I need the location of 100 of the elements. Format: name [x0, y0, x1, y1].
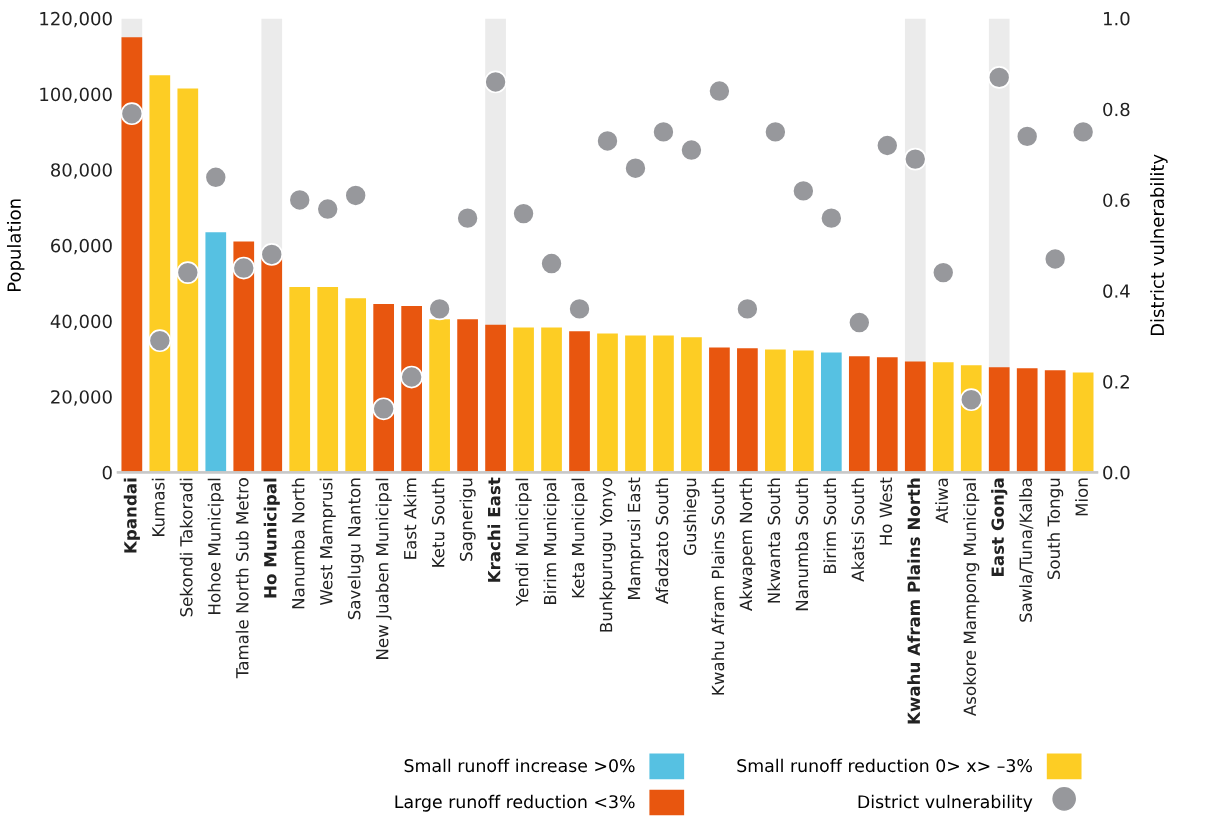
point — [568, 297, 591, 321]
x-tick-label: Afadzato South — [655, 478, 669, 604]
x-tick-label: Yendi Municipal — [515, 478, 532, 606]
bar — [569, 331, 590, 473]
y-tick-label: 20,000 — [51, 390, 112, 406]
bar — [737, 348, 758, 473]
point — [540, 252, 563, 275]
bar — [345, 298, 367, 473]
x-tick-label: Hohoe Municipal — [207, 478, 224, 614]
bar — [233, 241, 255, 473]
x-tick-label: Birim Municipal — [543, 478, 560, 604]
y2-tick-label: 0.2 — [1103, 375, 1129, 389]
y2-axis-title: District vulnerability — [1150, 154, 1168, 336]
point — [484, 70, 507, 94]
point — [120, 102, 144, 126]
bar — [681, 337, 702, 473]
bar — [261, 256, 283, 473]
bar — [793, 350, 814, 473]
point — [652, 120, 675, 144]
point — [232, 256, 256, 280]
bar — [317, 286, 339, 473]
point — [764, 120, 787, 144]
x-tick-label: Nkwanta South — [767, 478, 781, 603]
x-tick-label: Kpandai — [123, 478, 140, 553]
bar — [513, 327, 534, 473]
x-tick-label: Krachi East — [487, 477, 501, 582]
legend-label: District vulnerability — [858, 794, 1033, 812]
x-tick-label: East Gonja — [991, 478, 1008, 576]
point — [204, 165, 228, 189]
y-tick-label: 80,000 — [51, 163, 112, 179]
point — [819, 206, 843, 230]
point — [875, 134, 899, 157]
point — [316, 197, 340, 221]
x-tick-label: East Akim — [403, 478, 417, 559]
x-tick-label: West Mamprusi — [319, 478, 336, 606]
point — [903, 147, 927, 171]
point — [176, 261, 200, 284]
point — [1071, 120, 1095, 144]
point — [456, 206, 479, 230]
y-axis-title: Population — [6, 199, 25, 292]
x-tick-label: Tamale North Sub Metro — [235, 478, 249, 679]
x-tick-label: Ho Municipal — [263, 478, 280, 598]
y-tick-label: 60,000 — [51, 238, 112, 255]
y-tick-label: 40,000 — [50, 314, 112, 330]
bar — [625, 335, 646, 473]
bar — [1072, 372, 1094, 473]
bar — [429, 319, 450, 473]
x-tick-label: Birim South — [823, 478, 837, 574]
bar — [876, 357, 898, 473]
bar — [149, 75, 171, 473]
point — [400, 365, 424, 389]
x-tick-label: Akatsi South — [851, 478, 865, 582]
bar — [177, 88, 199, 473]
x-tick-label: Nanumba South — [795, 478, 809, 611]
bar — [765, 349, 786, 473]
bar — [457, 319, 478, 473]
x-tick-label: Akwapem North — [739, 478, 756, 611]
x-tick-label: Kwahu Afram Plains North — [907, 478, 921, 724]
legend-label: Small runoff reduction 0> x> –3% — [737, 758, 1032, 773]
y2-tick-label: 0.4 — [1103, 284, 1130, 298]
y-tick-label: 100,000 — [40, 87, 112, 104]
x-tick-label: Savelugu Nanton — [347, 478, 364, 620]
y2-tick-label: 0.0 — [1103, 465, 1130, 480]
x-tick-label: Mamprusi East — [627, 477, 644, 599]
point — [680, 138, 703, 162]
y2-tick-label: 1.0 — [1103, 11, 1130, 26]
x-tick-label: Mion — [1075, 478, 1088, 516]
x-tick-label: Asokore Mampong Municipal — [963, 478, 980, 717]
bar — [904, 361, 926, 473]
x-tick-label: Sekondi Takoradi — [179, 478, 193, 617]
point — [596, 129, 619, 153]
point — [931, 261, 955, 284]
point — [708, 79, 731, 103]
x-tick-label: Kwahu Afram Plains South — [711, 478, 725, 695]
point — [1015, 125, 1039, 148]
x-tick-label: New Juaben Municipal — [375, 478, 392, 659]
bar — [653, 335, 674, 473]
point — [428, 297, 451, 321]
bar — [597, 333, 618, 473]
point — [344, 184, 368, 207]
point — [959, 388, 983, 412]
x-tick-label: Kumasi — [151, 478, 165, 536]
point — [288, 188, 312, 212]
point — [791, 179, 815, 203]
y-tick-label: 0 — [102, 465, 112, 480]
point — [736, 297, 759, 321]
x-tick-label: Ho West — [879, 477, 893, 545]
point — [372, 397, 396, 421]
x-tick-label: Keta Municipal — [571, 478, 588, 598]
point — [1043, 247, 1067, 271]
x-tick-label: Nanumba North — [291, 478, 305, 609]
legend-label: Small runoff increase >0% — [404, 758, 635, 773]
x-tick-label: Sagnerigu — [459, 478, 476, 561]
bar — [1044, 370, 1066, 473]
bar — [709, 347, 730, 473]
bar — [541, 327, 562, 473]
x-tick-label: Sawla/Tuna/Kalba — [1019, 478, 1034, 622]
legend-label: Large runoff reduction <3% — [395, 794, 635, 812]
bar — [932, 362, 954, 473]
point — [624, 156, 647, 180]
